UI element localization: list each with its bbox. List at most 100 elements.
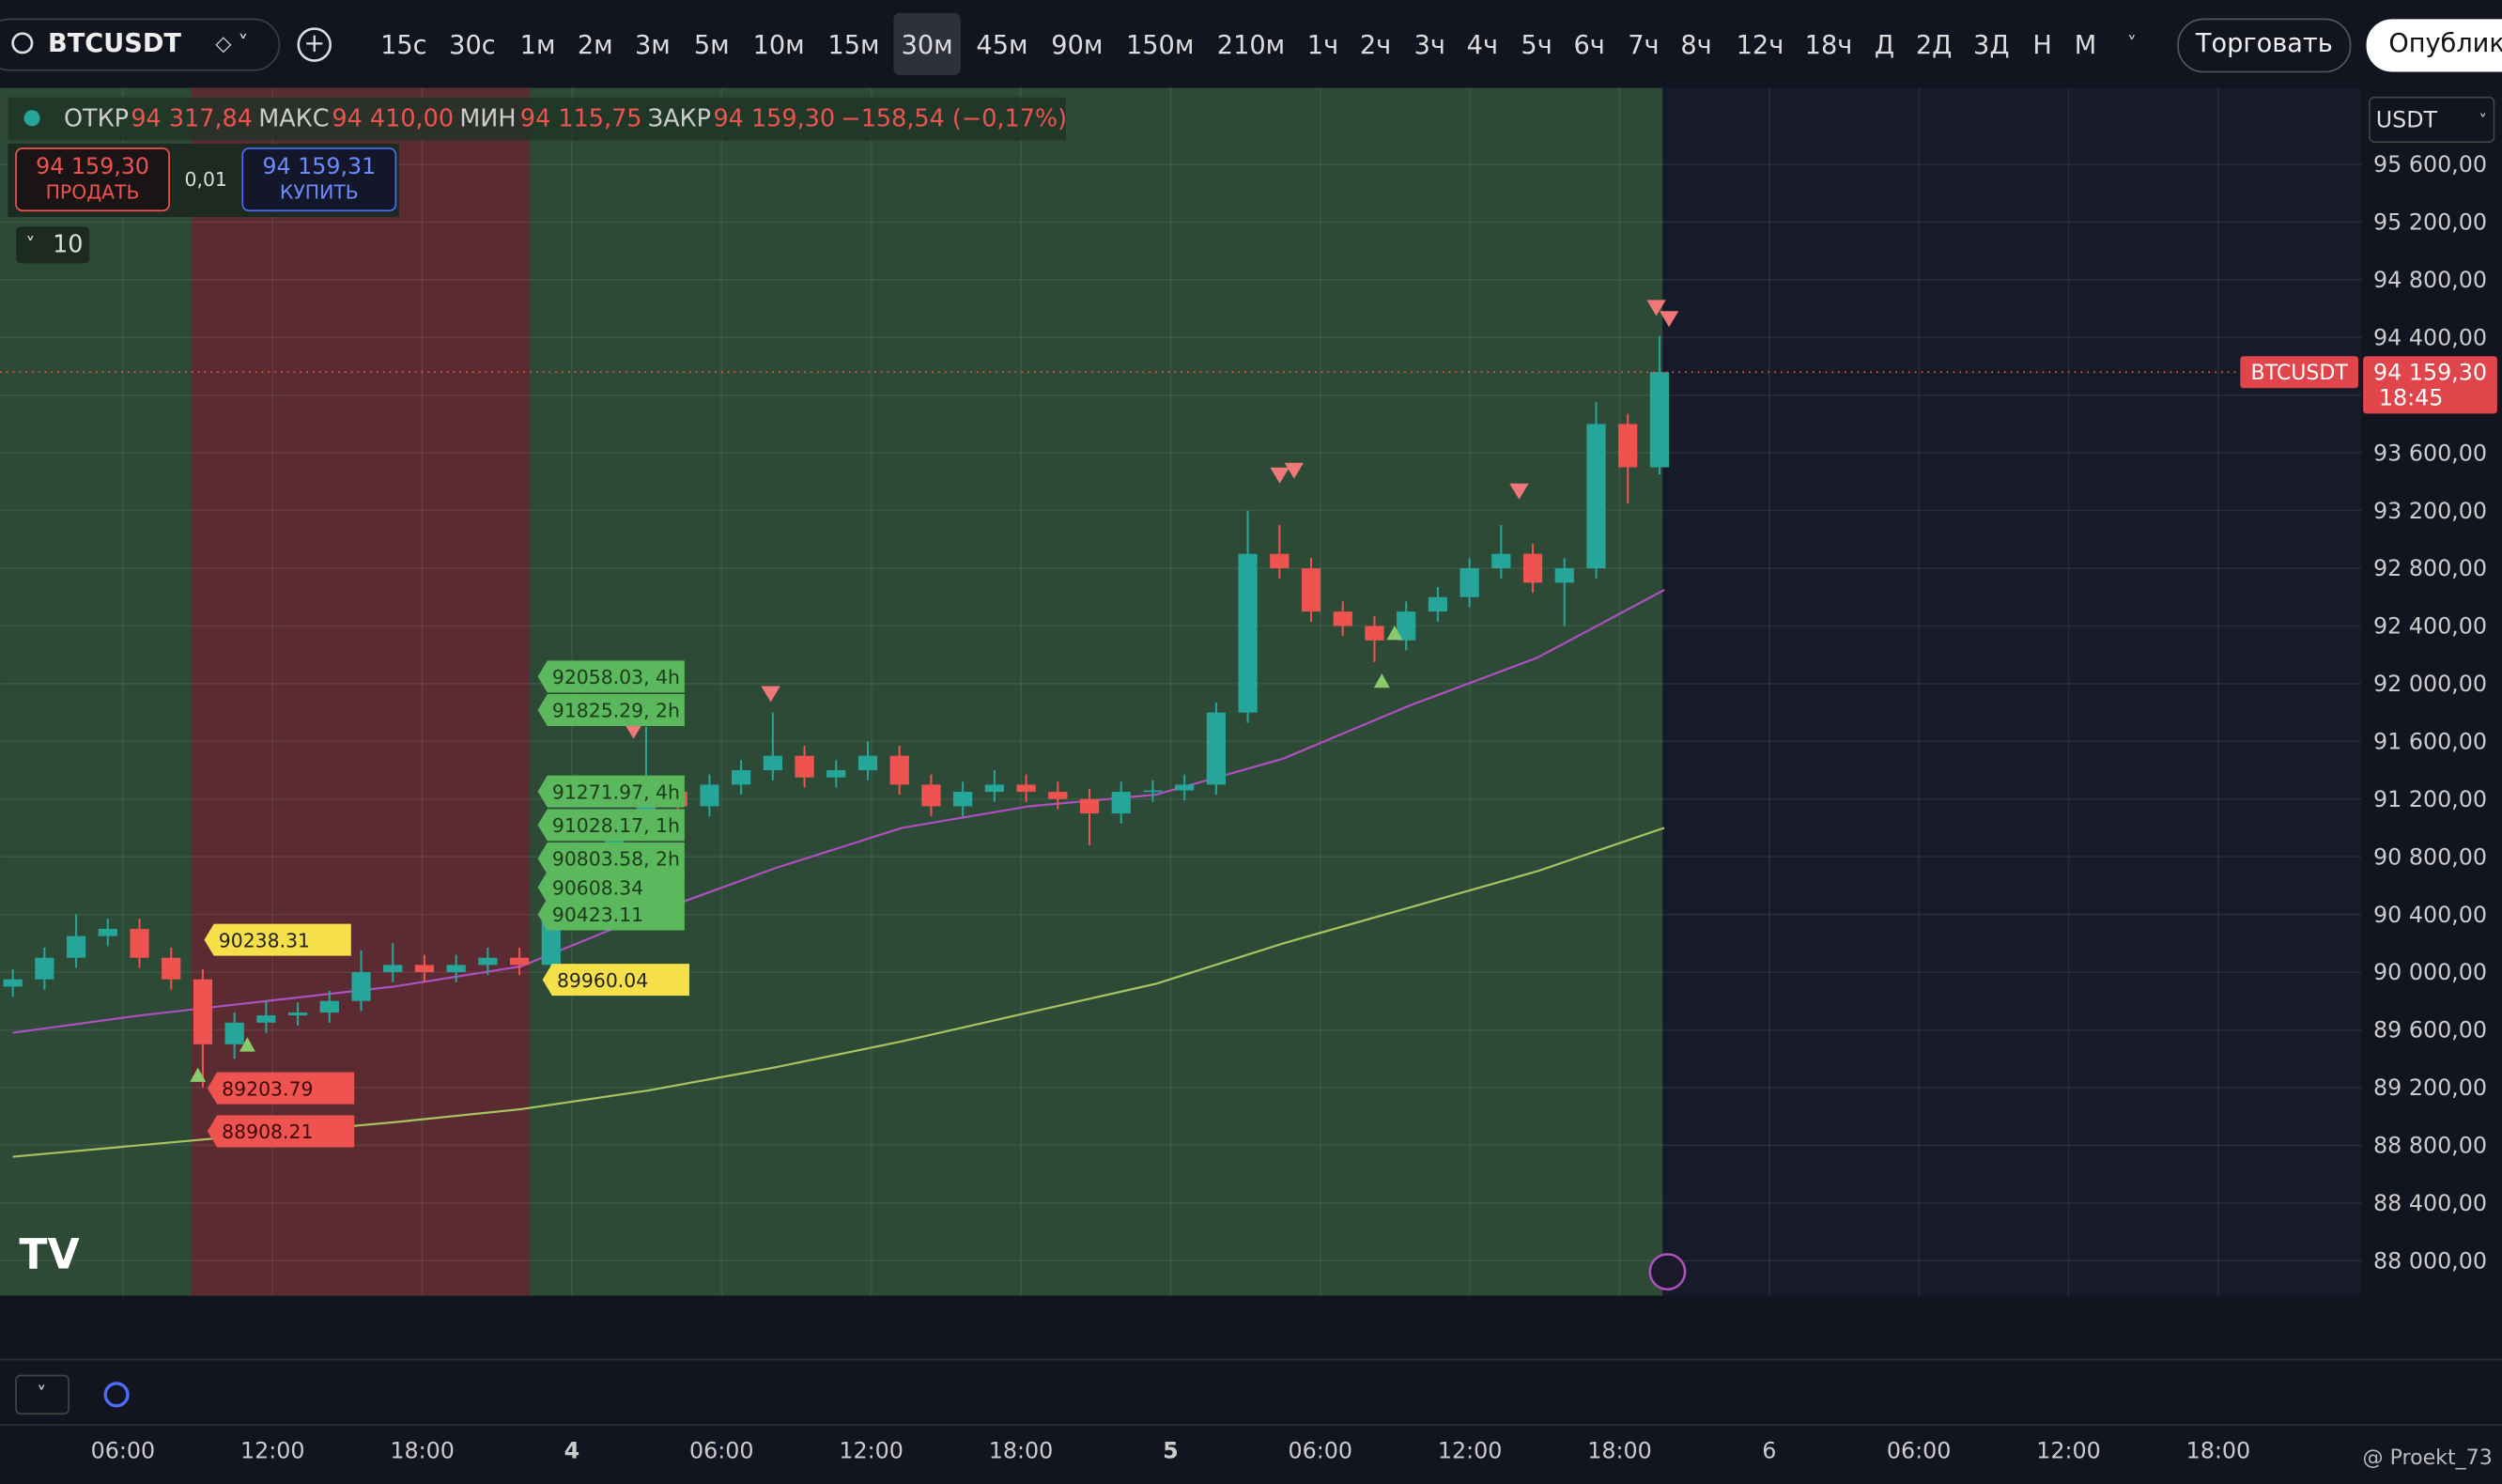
candle-body — [351, 972, 371, 1001]
watermark: @ Proekt_73 — [2362, 1446, 2492, 1470]
candle-body — [1238, 553, 1258, 713]
candle-body — [1522, 553, 1543, 583]
interval[interactable]: 1м — [520, 31, 556, 60]
low: 94 115,75 — [520, 104, 642, 132]
x-tick-label: 06:00 — [689, 1438, 753, 1464]
interval[interactable]: 30с — [449, 31, 496, 60]
y-tick-label: 90 800,00 — [2373, 843, 2487, 870]
interval[interactable]: 15м — [827, 31, 879, 60]
search-icon — [11, 32, 34, 54]
x-tick-label: 18:00 — [2186, 1438, 2250, 1464]
interval[interactable]: 10м — [753, 31, 805, 60]
candle-body — [1206, 712, 1227, 785]
y-tick-label: 95 200,00 — [2373, 209, 2487, 236]
publish-button[interactable] — [2366, 19, 2502, 72]
price-tag-label: 94 159,30 — [2373, 359, 2487, 385]
signal-marker — [624, 722, 643, 739]
currency-select[interactable] — [2369, 96, 2495, 144]
more-intervals[interactable]: ˅ — [2127, 33, 2137, 55]
annotation-tag — [537, 871, 685, 904]
future-area — [1662, 87, 2362, 1296]
low-label: МИН — [459, 104, 516, 132]
y-tick-label: 91 600,00 — [2373, 729, 2487, 755]
interval[interactable]: 150м — [1126, 31, 1194, 60]
signal-marker — [1646, 300, 1666, 317]
interval[interactable]: 6ч — [1574, 31, 1605, 60]
candle-body — [383, 965, 403, 973]
annotation-label: 89203.79 — [222, 1077, 313, 1100]
candle-body — [1491, 553, 1511, 569]
interval[interactable]: Н — [2032, 31, 2051, 60]
price-tag — [2363, 356, 2497, 414]
indicators-toggle[interactable] — [16, 226, 90, 264]
annotation-tag — [537, 694, 685, 727]
annotation-tag — [207, 1072, 355, 1105]
signal-marker — [1373, 672, 1390, 688]
interval[interactable]: 7ч — [1628, 31, 1659, 60]
interval[interactable]: 12ч — [1737, 31, 1784, 60]
symbol[interactable]: BTCUSDT — [48, 29, 181, 58]
candle-body — [1079, 798, 1100, 814]
candle-body — [319, 1000, 339, 1013]
interval[interactable]: 15с — [380, 31, 427, 60]
candle-body — [857, 755, 878, 771]
diamond-icon[interactable]: ◇ ˅ — [215, 33, 248, 56]
annotation-label: 88908.21 — [222, 1121, 313, 1143]
sell-button[interactable] — [15, 147, 170, 212]
collapse-button[interactable] — [15, 1374, 70, 1415]
signal-marker — [1270, 467, 1290, 484]
interval[interactable]: 2Д — [1916, 31, 1953, 60]
y-tick-label: 89 600,00 — [2373, 1017, 2487, 1043]
change: −158,54 (−0,17%) — [841, 104, 1067, 132]
interval[interactable]: 5м — [694, 31, 730, 60]
candle-body — [921, 784, 941, 807]
trade-button[interactable] — [2177, 18, 2352, 73]
open: 94 317,84 — [131, 104, 253, 132]
spread: 0,01 — [185, 168, 227, 191]
toolbar — [0, 0, 2502, 88]
candle-body — [732, 770, 751, 785]
interval[interactable]: 2ч — [1360, 31, 1391, 60]
add-compare[interactable] — [297, 27, 332, 62]
price-axis — [2361, 87, 2502, 1296]
y-tick-label: 94 800,00 — [2373, 267, 2487, 293]
y-tick-label: 88 400,00 — [2373, 1190, 2487, 1216]
candle-body — [224, 1022, 244, 1044]
interval[interactable]: 8ч — [1680, 31, 1711, 60]
refresh-icon[interactable] — [103, 1382, 130, 1408]
interval[interactable]: Д — [1875, 31, 1894, 60]
interval[interactable]: 3Д — [1973, 31, 2010, 60]
interval[interactable]: 45м — [976, 31, 1027, 60]
annotation-tag — [537, 898, 685, 931]
interval[interactable]: 5ч — [1521, 31, 1552, 60]
annotation-label: 90423.11 — [552, 904, 643, 926]
candle-body — [162, 957, 181, 980]
close: 94 159,30 — [713, 104, 835, 132]
candle-body — [700, 784, 719, 807]
x-tick-label: 18:00 — [390, 1438, 455, 1464]
candle-body — [1554, 568, 1574, 583]
symbol-search[interactable] — [0, 18, 281, 71]
alert-icon[interactable] — [1648, 1253, 1687, 1291]
annotation-label: 92058.03, 4h — [552, 666, 680, 688]
interval[interactable]: 90м — [1051, 31, 1103, 60]
interval[interactable]: 210м — [1217, 31, 1285, 60]
y-tick-label: 88 800,00 — [2373, 1133, 2487, 1159]
candle-body — [889, 755, 909, 785]
annotation-label: 90608.34 — [552, 876, 643, 899]
high: 94 410,00 — [332, 104, 454, 132]
interval[interactable]: М — [2075, 31, 2096, 60]
interval[interactable]: 30м — [902, 31, 953, 60]
annotation-tag — [537, 809, 685, 842]
interval[interactable]: 2м — [578, 31, 613, 60]
interval[interactable]: 18ч — [1805, 31, 1853, 60]
interval[interactable]: 3м — [635, 31, 671, 60]
interval[interactable]: 1ч — [1307, 31, 1338, 60]
sell-price: 94 159,30 — [36, 153, 149, 179]
interval[interactable]: 4ч — [1467, 31, 1498, 60]
annotation-tag — [537, 775, 685, 808]
signal-marker — [190, 1067, 207, 1082]
buy-button[interactable] — [241, 147, 397, 212]
interval[interactable]: 3ч — [1414, 31, 1445, 60]
